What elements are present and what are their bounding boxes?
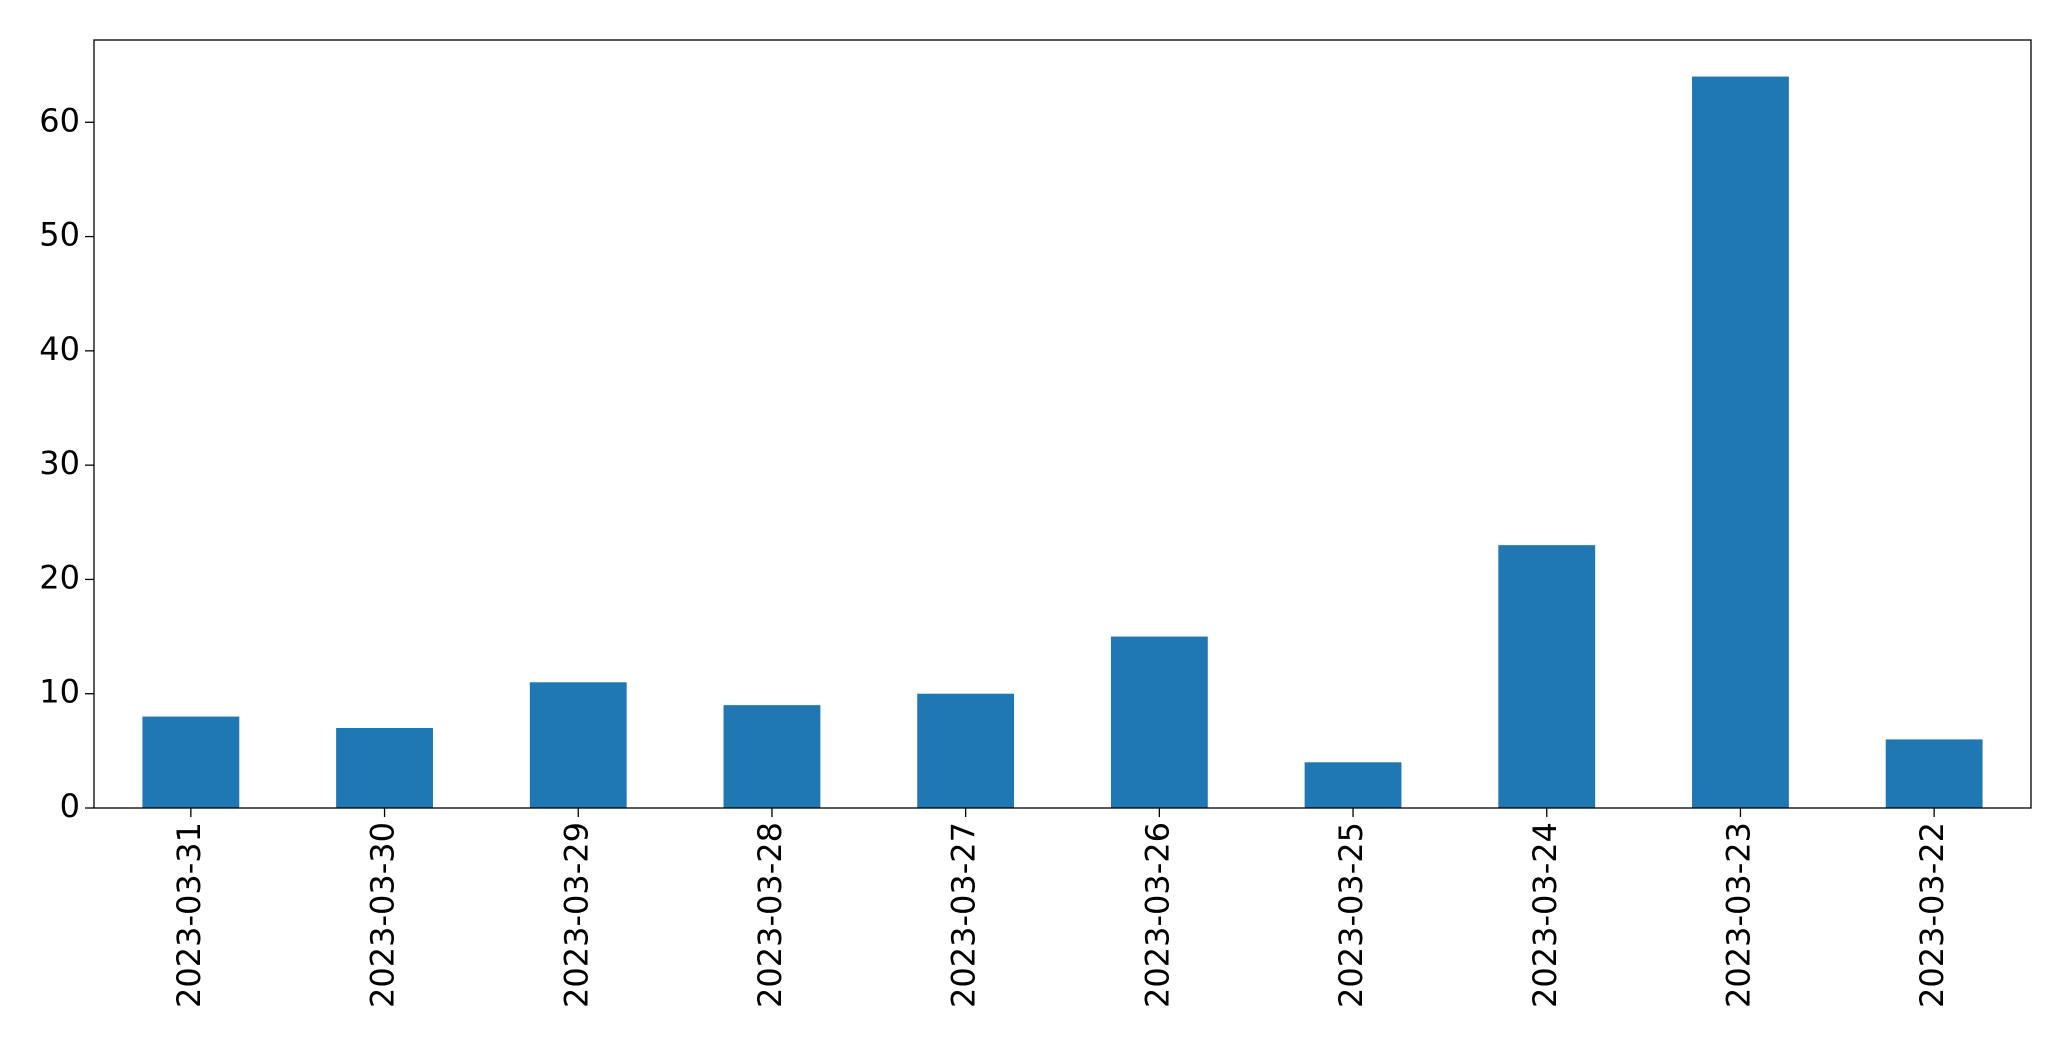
bar bbox=[1692, 76, 1789, 809]
bar bbox=[1498, 545, 1596, 808]
y-tick-label: 30 bbox=[39, 444, 80, 482]
bar bbox=[1885, 739, 1983, 808]
bar bbox=[1304, 762, 1402, 808]
x-tick-label: 2023-03-31 bbox=[170, 822, 208, 1008]
bar bbox=[917, 693, 1015, 808]
x-tick-label: 2023-03-28 bbox=[751, 822, 789, 1008]
bar bbox=[1110, 636, 1208, 808]
plot-frame bbox=[93, 39, 2032, 809]
bar bbox=[723, 705, 821, 808]
x-tick-label: 2023-03-25 bbox=[1332, 822, 1370, 1008]
y-tick-label: 40 bbox=[39, 330, 80, 368]
bar bbox=[142, 716, 240, 808]
x-tick-label: 2023-03-26 bbox=[1138, 822, 1176, 1008]
y-tick-label: 0 bbox=[60, 787, 80, 825]
x-tick-label: 2023-03-29 bbox=[557, 822, 595, 1008]
bar bbox=[529, 682, 627, 808]
y-tick-label: 20 bbox=[39, 558, 80, 596]
x-tick-label: 2023-03-24 bbox=[1526, 822, 1564, 1008]
x-tick-label: 2023-03-23 bbox=[1719, 822, 1757, 1008]
x-tick-label: 2023-03-22 bbox=[1913, 822, 1951, 1008]
bar bbox=[336, 728, 433, 808]
y-tick-label: 60 bbox=[39, 101, 80, 139]
y-tick-label: 10 bbox=[39, 673, 80, 711]
x-tick-label: 2023-03-30 bbox=[364, 822, 402, 1008]
y-tick-label: 50 bbox=[39, 216, 80, 254]
x-tick-label: 2023-03-27 bbox=[945, 822, 983, 1008]
